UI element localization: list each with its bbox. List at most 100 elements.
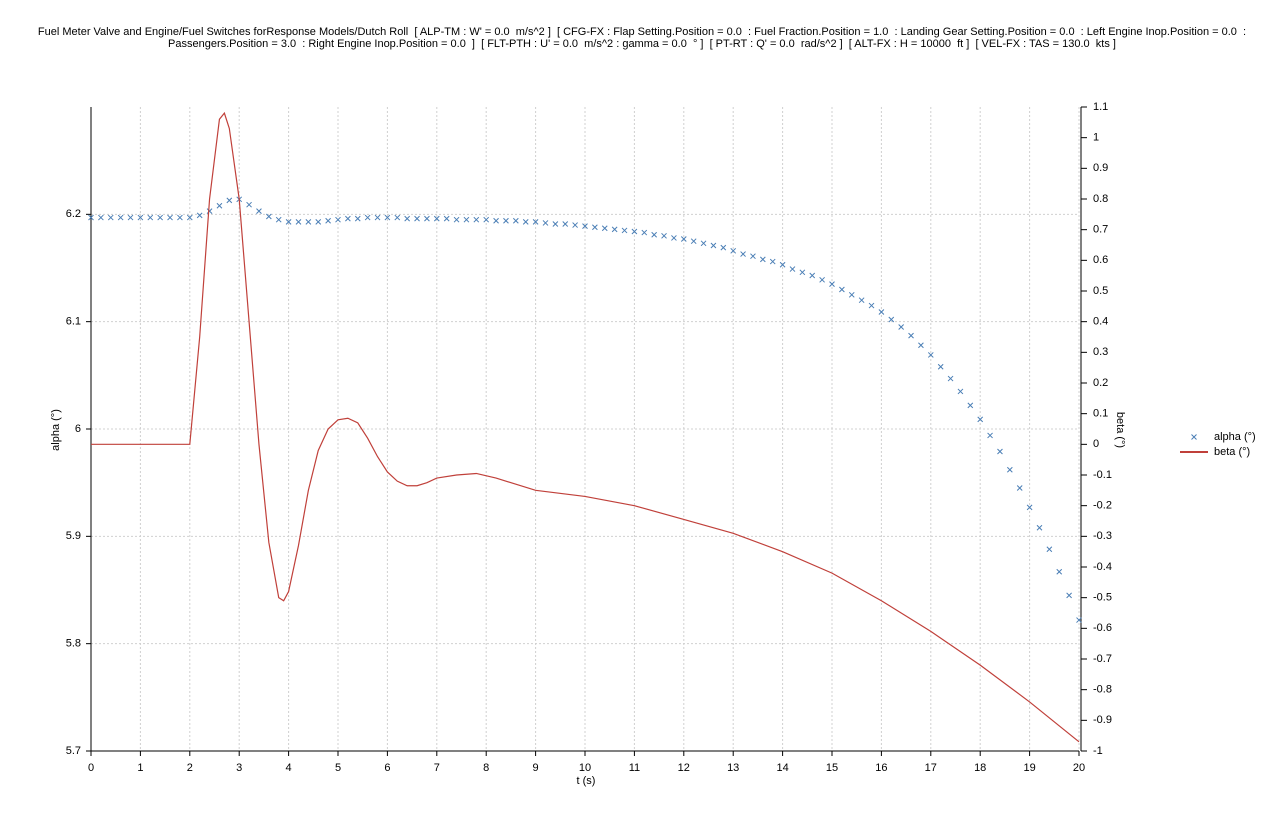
data-point bbox=[473, 216, 480, 223]
x-tick-label: 20 bbox=[1073, 762, 1085, 774]
data-point bbox=[651, 231, 658, 238]
x-tick-label: 6 bbox=[384, 762, 390, 774]
data-point bbox=[275, 216, 282, 223]
y2-tick-label: -0.2 bbox=[1093, 500, 1112, 512]
data-point bbox=[819, 276, 825, 283]
data-point bbox=[335, 216, 341, 223]
data-point bbox=[937, 363, 944, 370]
y2-tick-label: 0.9 bbox=[1093, 162, 1108, 174]
data-point bbox=[246, 201, 252, 208]
data-point bbox=[858, 297, 865, 304]
y2-tick-label: 0.4 bbox=[1093, 316, 1108, 328]
data-point bbox=[117, 214, 124, 221]
data-point bbox=[601, 225, 608, 232]
data-point bbox=[898, 324, 905, 330]
data-point bbox=[196, 212, 203, 219]
data-point bbox=[947, 375, 954, 382]
data-point bbox=[394, 214, 401, 221]
y-tick-label: 5.9 bbox=[66, 530, 81, 542]
data-point bbox=[463, 216, 470, 223]
y2-tick-label: -0.3 bbox=[1093, 530, 1112, 542]
x-tick-label: 7 bbox=[434, 762, 440, 774]
data-point bbox=[700, 240, 707, 247]
data-point bbox=[759, 256, 766, 263]
data-point bbox=[987, 432, 993, 439]
data-point bbox=[582, 223, 588, 229]
y2-tick-label: -0.1 bbox=[1093, 469, 1112, 481]
y2-tick-label: 0 bbox=[1093, 438, 1099, 450]
data-point bbox=[325, 217, 331, 224]
y2-tick-label: 0.6 bbox=[1093, 254, 1108, 266]
y2-tick-label: 0.2 bbox=[1093, 377, 1108, 389]
data-point bbox=[690, 238, 697, 245]
y2-tick-label: -0.9 bbox=[1093, 714, 1112, 726]
legend-marker bbox=[1191, 434, 1197, 440]
data-point bbox=[799, 269, 806, 276]
data-point bbox=[572, 222, 578, 228]
data-point bbox=[750, 253, 756, 260]
y-axis-label: alpha (°) bbox=[50, 409, 62, 451]
data-point bbox=[226, 197, 233, 204]
data-point bbox=[611, 226, 618, 233]
data-point bbox=[167, 214, 173, 221]
data-point bbox=[483, 216, 490, 223]
data-point bbox=[404, 215, 411, 222]
x-tick-label: 5 bbox=[335, 762, 341, 774]
data-point bbox=[532, 218, 539, 225]
data-line bbox=[91, 111, 1080, 743]
data-point bbox=[443, 215, 450, 222]
legend-label: beta (°) bbox=[1214, 446, 1250, 458]
data-point bbox=[107, 214, 114, 221]
data-point bbox=[927, 352, 934, 358]
x-tick-label: 9 bbox=[533, 762, 539, 774]
y2-tick-label: 1 bbox=[1093, 132, 1099, 144]
data-point bbox=[1046, 546, 1053, 553]
data-point bbox=[552, 221, 559, 227]
data-point bbox=[216, 202, 223, 209]
data-point bbox=[1036, 524, 1043, 531]
y2-tick-label: 0.3 bbox=[1093, 346, 1108, 358]
data-point bbox=[88, 214, 94, 221]
x-tick-label: 16 bbox=[875, 762, 887, 774]
data-point bbox=[137, 214, 144, 221]
y2-tick-label: -0.7 bbox=[1093, 653, 1112, 665]
data-point bbox=[809, 272, 816, 279]
data-point bbox=[512, 217, 519, 224]
data-point bbox=[779, 261, 786, 268]
y2-tick-label: -0.8 bbox=[1093, 684, 1112, 696]
data-point bbox=[710, 242, 717, 249]
data-point bbox=[641, 229, 648, 236]
data-point bbox=[967, 402, 974, 409]
data-point bbox=[918, 342, 924, 349]
data-point bbox=[1016, 485, 1023, 491]
data-point bbox=[829, 281, 835, 287]
x-tick-label: 4 bbox=[286, 762, 292, 774]
data-point bbox=[147, 214, 154, 221]
data-point bbox=[631, 228, 638, 235]
data-point bbox=[878, 309, 885, 315]
data-point bbox=[621, 227, 628, 234]
data-point bbox=[997, 448, 1003, 455]
y2-axis-label: beta (°) bbox=[1114, 412, 1126, 448]
x-tick-label: 1 bbox=[137, 762, 143, 774]
data-point bbox=[493, 217, 499, 224]
data-point bbox=[1066, 592, 1072, 599]
data-point bbox=[285, 218, 292, 225]
data-point bbox=[839, 286, 845, 293]
y-tick-label: 5.8 bbox=[66, 638, 81, 650]
data-point bbox=[1006, 466, 1013, 473]
data-point bbox=[740, 251, 746, 257]
y2-tick-label: 0.7 bbox=[1093, 224, 1108, 236]
x-tick-label: 14 bbox=[776, 762, 788, 774]
chart-title: Passengers.Position = 3.0 : Right Engine… bbox=[168, 38, 1116, 50]
y2-tick-label: 0.1 bbox=[1093, 408, 1108, 420]
data-point bbox=[848, 291, 855, 298]
legend-label: alpha (°) bbox=[1214, 431, 1256, 443]
y2-tick-label: -0.4 bbox=[1093, 561, 1112, 573]
x-tick-label: 15 bbox=[826, 762, 838, 774]
y-tick-label: 6.2 bbox=[66, 208, 81, 220]
x-tick-label: 10 bbox=[579, 762, 591, 774]
data-point bbox=[433, 215, 440, 222]
x-tick-label: 8 bbox=[483, 762, 489, 774]
